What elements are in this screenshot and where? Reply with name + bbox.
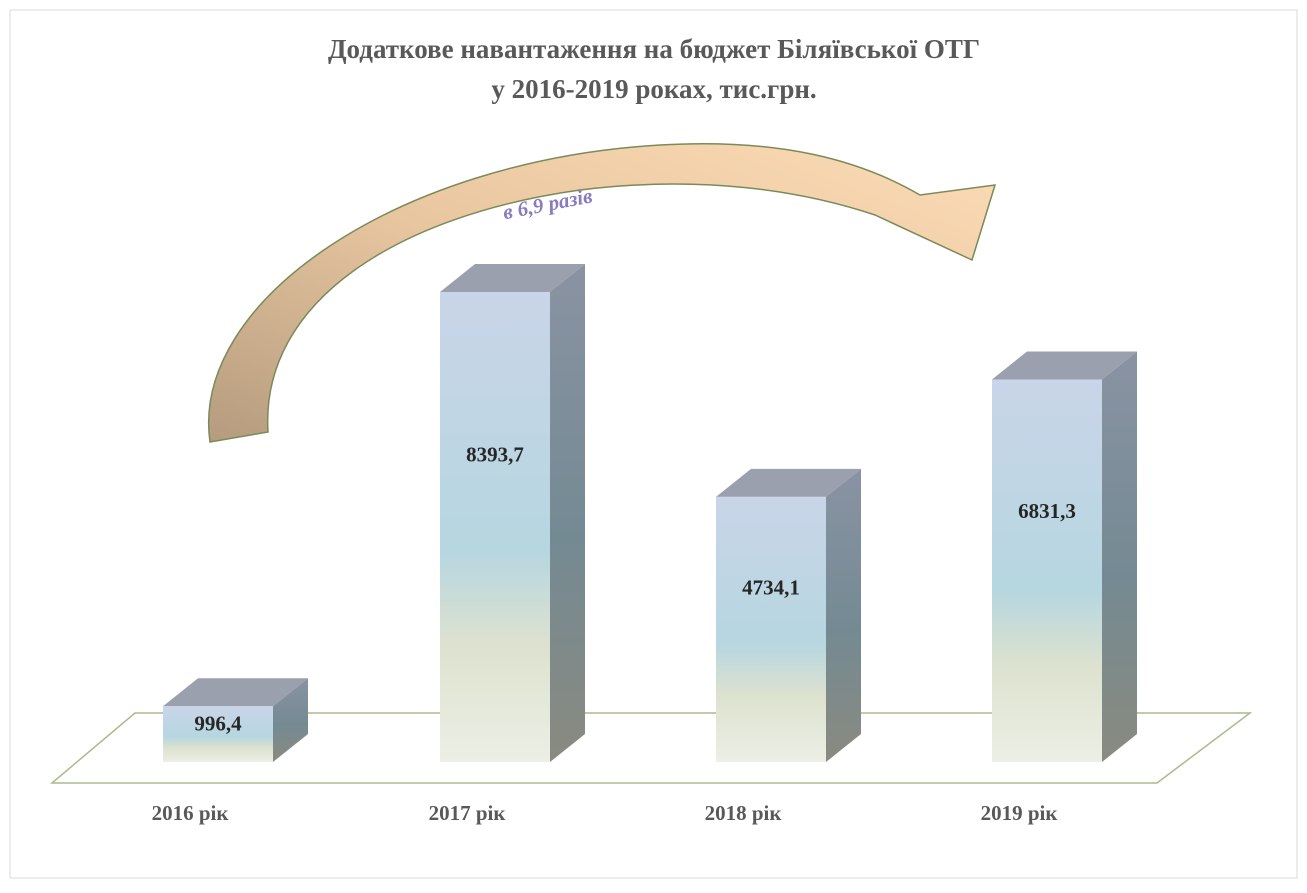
- x-tick-label: 2016 рік: [152, 801, 230, 825]
- bar-top: [440, 264, 585, 292]
- value-label: 996,4: [194, 712, 242, 736]
- x-tick-label: 2018 рік: [705, 801, 783, 825]
- floor: [49, 712, 1253, 784]
- x-tick-label: 2017 рік: [429, 801, 507, 825]
- value-label: 4734,1: [742, 576, 800, 600]
- arrow: [207, 142, 997, 443]
- bar-side: [550, 264, 585, 762]
- bar: [716, 496, 826, 762]
- bar: [163, 706, 273, 762]
- bar: [440, 292, 550, 762]
- chart-title: Додаткове навантаження на бюджет Біляївс…: [328, 34, 980, 64]
- x-tick-label: 2019 рік: [981, 801, 1059, 825]
- bar-side: [826, 468, 861, 762]
- bar: [992, 379, 1102, 762]
- value-label: 6831,3: [1018, 499, 1076, 523]
- bar-top: [992, 351, 1137, 380]
- value-label: 8393,7: [466, 442, 524, 466]
- bar-top: [163, 678, 308, 707]
- bar-side: [1102, 351, 1137, 762]
- bar-side: [273, 678, 308, 762]
- chart-subtitle: у 2016-2019 роках, тис.грн.: [491, 74, 816, 104]
- bar-top: [716, 468, 861, 497]
